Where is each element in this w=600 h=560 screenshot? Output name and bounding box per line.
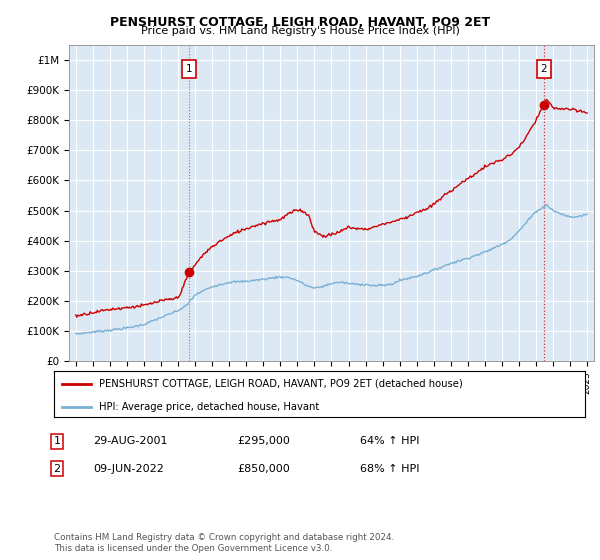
Text: £295,000: £295,000 [237, 436, 290, 446]
Text: 2: 2 [540, 64, 547, 74]
Text: 1: 1 [53, 436, 61, 446]
Text: 09-JUN-2022: 09-JUN-2022 [93, 464, 164, 474]
Text: £850,000: £850,000 [237, 464, 290, 474]
Text: PENSHURST COTTAGE, LEIGH ROAD, HAVANT, PO9 2ET: PENSHURST COTTAGE, LEIGH ROAD, HAVANT, P… [110, 16, 490, 29]
Text: 29-AUG-2001: 29-AUG-2001 [93, 436, 167, 446]
Text: 64% ↑ HPI: 64% ↑ HPI [360, 436, 419, 446]
Text: 68% ↑ HPI: 68% ↑ HPI [360, 464, 419, 474]
Text: 2: 2 [53, 464, 61, 474]
Text: 1: 1 [186, 64, 193, 74]
Text: PENSHURST COTTAGE, LEIGH ROAD, HAVANT, PO9 2ET (detached house): PENSHURST COTTAGE, LEIGH ROAD, HAVANT, P… [99, 379, 463, 389]
Text: Contains HM Land Registry data © Crown copyright and database right 2024.
This d: Contains HM Land Registry data © Crown c… [54, 533, 394, 553]
Text: Price paid vs. HM Land Registry's House Price Index (HPI): Price paid vs. HM Land Registry's House … [140, 26, 460, 36]
Text: HPI: Average price, detached house, Havant: HPI: Average price, detached house, Hava… [99, 402, 319, 412]
